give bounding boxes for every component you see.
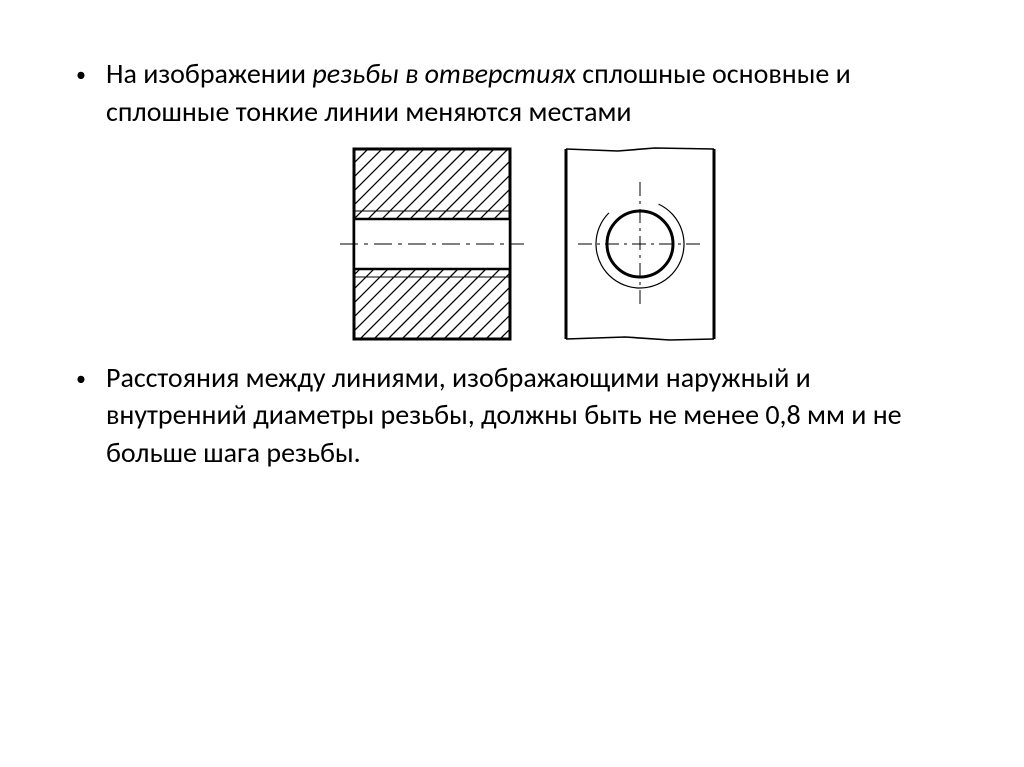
diagram-row xyxy=(70,139,954,349)
bullet-marker: • xyxy=(70,55,106,95)
paragraph-1: На изображении резьбы в отверстиях сплош… xyxy=(106,55,954,131)
thread-front-diagram xyxy=(556,139,724,349)
thread-section-diagram xyxy=(336,139,528,349)
p1-pre: На изображении xyxy=(106,56,312,91)
bullet-marker: • xyxy=(70,359,106,399)
bullet-item-2: • Расстояния между линиями, изображающим… xyxy=(70,359,954,472)
p1-italic: резьбы в отверстиях xyxy=(312,56,576,91)
paragraph-2: Расстояния между линиями, изображающими … xyxy=(106,359,954,472)
bullet-item-1: • На изображении резьбы в отверстиях спл… xyxy=(70,55,954,131)
